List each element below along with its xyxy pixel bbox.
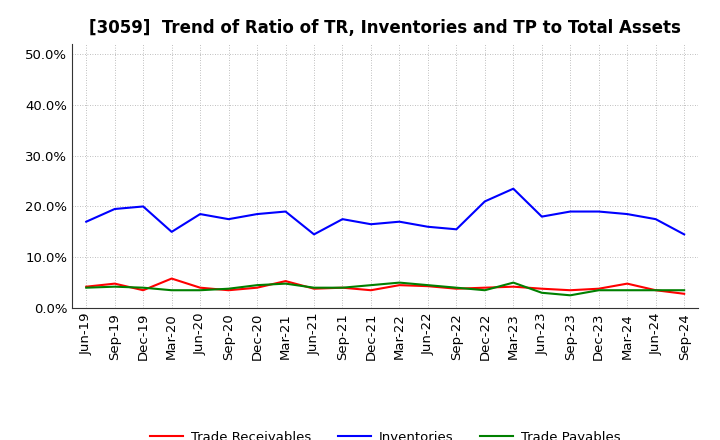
Inventories bbox=[537, 214, 546, 219]
Trade Receivables bbox=[395, 282, 404, 288]
Trade Payables bbox=[196, 288, 204, 293]
Trade Receivables bbox=[82, 284, 91, 290]
Inventories bbox=[196, 212, 204, 217]
Trade Receivables bbox=[139, 288, 148, 293]
Inventories bbox=[623, 212, 631, 217]
Trade Payables bbox=[566, 293, 575, 298]
Trade Receivables bbox=[366, 288, 375, 293]
Trade Payables bbox=[253, 282, 261, 288]
Inventories bbox=[82, 219, 91, 224]
Trade Payables bbox=[680, 288, 688, 293]
Trade Receivables bbox=[566, 288, 575, 293]
Trade Receivables bbox=[196, 285, 204, 290]
Trade Payables bbox=[167, 288, 176, 293]
Trade Payables bbox=[623, 288, 631, 293]
Trade Payables bbox=[225, 286, 233, 291]
Inventories bbox=[167, 229, 176, 235]
Trade Receivables bbox=[253, 285, 261, 290]
Trade Receivables bbox=[225, 288, 233, 293]
Inventories bbox=[310, 232, 318, 237]
Trade Receivables bbox=[480, 285, 489, 290]
Trade Receivables bbox=[652, 288, 660, 293]
Trade Payables bbox=[480, 288, 489, 293]
Trade Receivables bbox=[167, 276, 176, 281]
Inventories bbox=[566, 209, 575, 214]
Trade Payables bbox=[452, 285, 461, 290]
Trade Payables bbox=[395, 280, 404, 285]
Inventories bbox=[595, 209, 603, 214]
Inventories bbox=[338, 216, 347, 222]
Trade Payables bbox=[110, 284, 119, 290]
Trade Receivables bbox=[452, 286, 461, 291]
Inventories bbox=[680, 232, 688, 237]
Line: Trade Payables: Trade Payables bbox=[86, 282, 684, 295]
Inventories bbox=[225, 216, 233, 222]
Trade Receivables bbox=[338, 285, 347, 290]
Trade Receivables bbox=[282, 279, 290, 284]
Trade Payables bbox=[139, 285, 148, 290]
Inventories bbox=[423, 224, 432, 229]
Trade Payables bbox=[595, 288, 603, 293]
Trade Payables bbox=[509, 280, 518, 285]
Trade Payables bbox=[652, 288, 660, 293]
Inventories bbox=[366, 222, 375, 227]
Inventories bbox=[480, 199, 489, 204]
Line: Trade Receivables: Trade Receivables bbox=[86, 279, 684, 294]
Trade Receivables bbox=[509, 284, 518, 290]
Trade Payables bbox=[282, 281, 290, 286]
Inventories bbox=[282, 209, 290, 214]
Trade Payables bbox=[366, 282, 375, 288]
Trade Receivables bbox=[623, 281, 631, 286]
Trade Receivables bbox=[537, 286, 546, 291]
Trade Receivables bbox=[110, 281, 119, 286]
Trade Payables bbox=[82, 285, 91, 290]
Trade Receivables bbox=[423, 283, 432, 289]
Title: [3059]  Trend of Ratio of TR, Inventories and TP to Total Assets: [3059] Trend of Ratio of TR, Inventories… bbox=[89, 19, 681, 37]
Inventories bbox=[652, 216, 660, 222]
Inventories bbox=[452, 227, 461, 232]
Trade Payables bbox=[423, 282, 432, 288]
Inventories bbox=[110, 206, 119, 212]
Inventories bbox=[253, 212, 261, 217]
Inventories bbox=[509, 186, 518, 191]
Line: Inventories: Inventories bbox=[86, 189, 684, 235]
Inventories bbox=[139, 204, 148, 209]
Trade Payables bbox=[537, 290, 546, 295]
Trade Payables bbox=[310, 285, 318, 290]
Trade Receivables bbox=[310, 286, 318, 291]
Trade Payables bbox=[338, 285, 347, 290]
Trade Receivables bbox=[595, 286, 603, 291]
Legend: Trade Receivables, Inventories, Trade Payables: Trade Receivables, Inventories, Trade Pa… bbox=[145, 425, 626, 440]
Inventories bbox=[395, 219, 404, 224]
Trade Receivables bbox=[680, 291, 688, 297]
